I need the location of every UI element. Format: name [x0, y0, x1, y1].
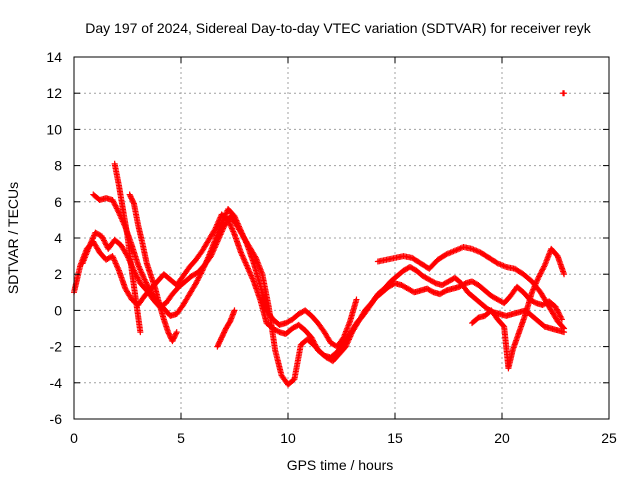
data-point [173, 330, 180, 337]
y-tick-label: 0 [54, 302, 62, 318]
y-tick-label: -6 [50, 411, 63, 427]
series-trace-h [214, 307, 238, 350]
data-point [560, 324, 567, 331]
series-trace-f [111, 160, 144, 336]
data-point [561, 325, 568, 332]
y-tick-label: 14 [46, 49, 62, 65]
y-tick-label: -2 [50, 339, 63, 355]
data-point [442, 252, 449, 259]
x-tick-label: 5 [177, 430, 185, 446]
series-trace-e [469, 245, 568, 372]
y-tick-label: 8 [54, 158, 62, 174]
x-axis-label: GPS time / hours [287, 457, 394, 473]
data-point [353, 296, 360, 303]
series-trace-g [126, 191, 180, 345]
data-point [493, 259, 500, 266]
series-trace-b [79, 213, 568, 388]
data-point [137, 329, 144, 336]
y-tick-label: 12 [46, 85, 62, 101]
series-trace-c [90, 191, 360, 350]
series-trace-d [374, 244, 568, 332]
data-point [558, 316, 565, 323]
x-tick-label: 25 [601, 430, 617, 446]
y-tick-label: 6 [54, 194, 62, 210]
y-tick-label: 2 [54, 266, 62, 282]
data-point [561, 90, 568, 97]
chart-title: Day 197 of 2024, Sidereal Day-to-day VTE… [85, 20, 591, 36]
x-tick-label: 15 [387, 430, 403, 446]
data-point [561, 271, 568, 278]
data-point [173, 329, 180, 336]
grid-lines [74, 57, 609, 419]
x-tick-label: 20 [494, 430, 510, 446]
data-point [130, 199, 137, 206]
y-axis-label: SDTVAR / TECUs [5, 182, 21, 294]
y-tick-label: 10 [46, 121, 62, 137]
x-tick-label: 0 [70, 430, 78, 446]
y-tick-label: 4 [54, 230, 62, 246]
series-trace-i [559, 90, 568, 97]
data-point [231, 307, 238, 314]
data-points [71, 90, 568, 388]
x-tick-label: 10 [280, 430, 296, 446]
y-tick-label: -4 [50, 375, 63, 391]
